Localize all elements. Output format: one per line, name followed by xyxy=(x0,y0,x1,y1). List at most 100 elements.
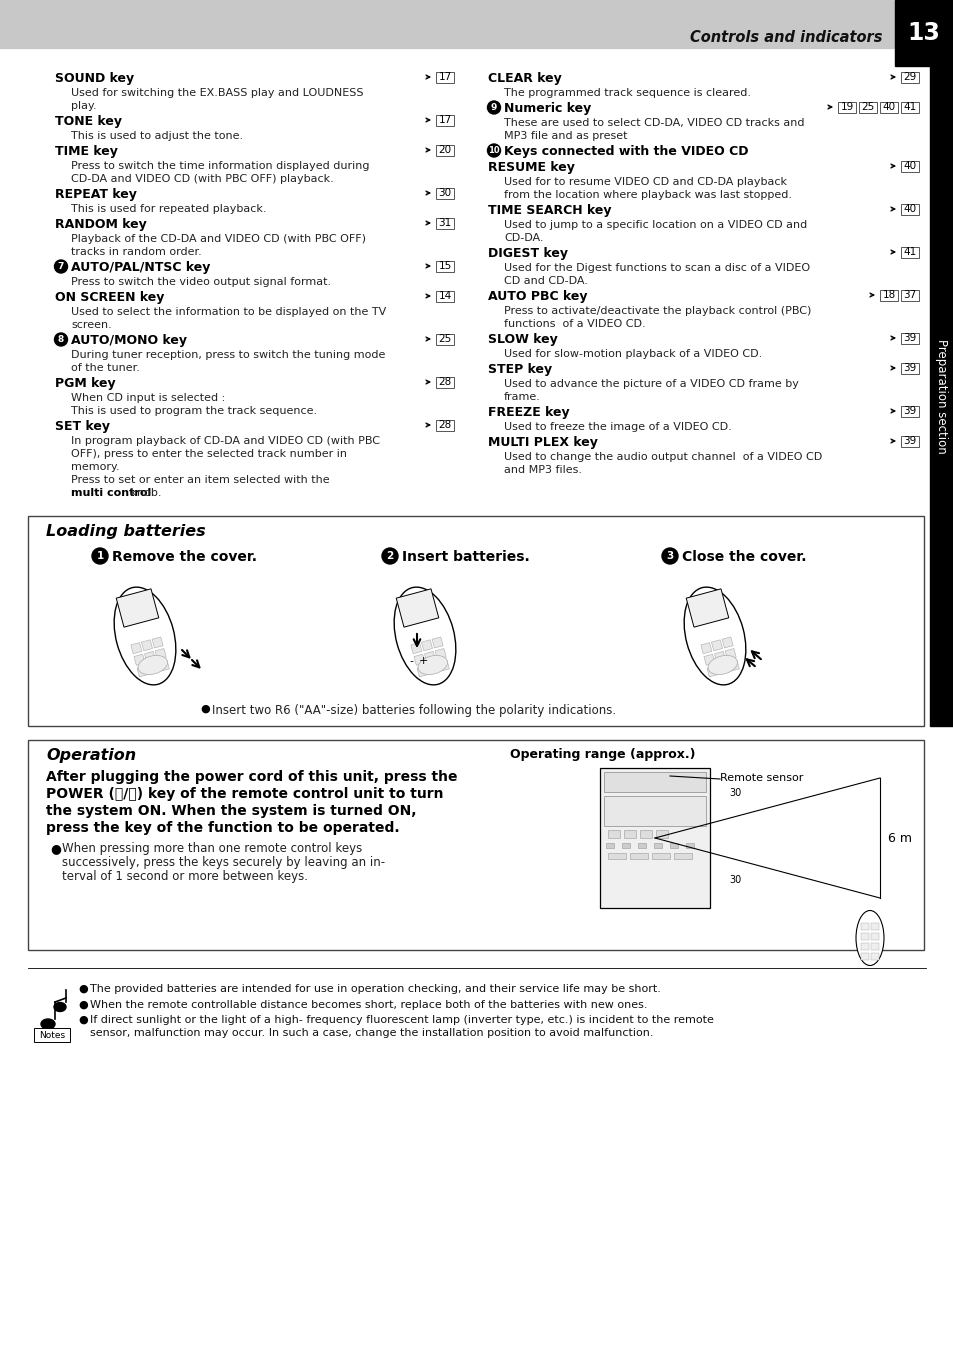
Text: Notes: Notes xyxy=(39,1030,65,1040)
FancyBboxPatch shape xyxy=(436,261,454,272)
FancyBboxPatch shape xyxy=(900,246,918,257)
Bar xyxy=(133,654,145,665)
FancyBboxPatch shape xyxy=(900,101,918,112)
Bar xyxy=(607,853,625,859)
Bar xyxy=(711,639,721,650)
FancyBboxPatch shape xyxy=(28,516,923,726)
Text: 17: 17 xyxy=(438,72,451,82)
Ellipse shape xyxy=(417,656,447,675)
Text: Used to change the audio output channel  of a VIDEO CD: Used to change the audio output channel … xyxy=(503,452,821,462)
Text: play.: play. xyxy=(71,101,96,111)
Text: ●: ● xyxy=(200,704,210,714)
FancyBboxPatch shape xyxy=(685,589,728,627)
Text: 17: 17 xyxy=(438,115,451,124)
Text: RESUME key: RESUME key xyxy=(488,161,575,174)
Bar xyxy=(894,0,953,66)
Text: and MP3 files.: and MP3 files. xyxy=(503,465,581,475)
Text: 31: 31 xyxy=(438,218,451,228)
Circle shape xyxy=(661,548,678,564)
Bar xyxy=(861,923,868,930)
Text: 3: 3 xyxy=(666,552,673,561)
Bar xyxy=(638,844,645,848)
Text: ●: ● xyxy=(78,999,88,1010)
Text: DIGEST key: DIGEST key xyxy=(488,247,567,260)
FancyBboxPatch shape xyxy=(395,589,438,627)
Bar xyxy=(152,637,163,648)
Ellipse shape xyxy=(855,910,883,965)
Text: 8: 8 xyxy=(58,335,64,343)
Ellipse shape xyxy=(41,1019,55,1029)
Text: After plugging the power cord of this unit, press the: After plugging the power cord of this un… xyxy=(46,771,457,784)
Text: the system ON. When the system is turned ON,: the system ON. When the system is turned… xyxy=(46,804,416,818)
Text: SET key: SET key xyxy=(55,420,110,433)
Ellipse shape xyxy=(54,1002,66,1011)
Circle shape xyxy=(54,260,68,273)
Bar xyxy=(427,662,438,675)
Text: 41: 41 xyxy=(902,247,916,257)
Text: This is used for repeated playback.: This is used for repeated playback. xyxy=(71,204,266,214)
Bar xyxy=(669,844,678,848)
Text: 9: 9 xyxy=(490,103,497,112)
Bar xyxy=(861,953,868,960)
Text: ●: ● xyxy=(78,984,88,994)
FancyBboxPatch shape xyxy=(436,145,454,155)
Text: AUTO/PAL/NTSC key: AUTO/PAL/NTSC key xyxy=(71,261,211,274)
Text: 29: 29 xyxy=(902,72,916,82)
Bar xyxy=(131,642,142,653)
Text: tracks in random order.: tracks in random order. xyxy=(71,247,201,257)
Bar xyxy=(424,652,436,662)
FancyBboxPatch shape xyxy=(436,188,454,199)
FancyBboxPatch shape xyxy=(900,362,918,373)
Bar xyxy=(870,942,878,950)
Circle shape xyxy=(91,548,108,564)
Text: TONE key: TONE key xyxy=(55,115,122,128)
Bar xyxy=(629,853,647,859)
Text: terval of 1 second or more between keys.: terval of 1 second or more between keys. xyxy=(62,869,308,883)
Bar xyxy=(145,652,155,662)
Text: MULTI PLEX key: MULTI PLEX key xyxy=(488,435,598,449)
Text: The programmed track sequence is cleared.: The programmed track sequence is cleared… xyxy=(503,88,750,97)
Bar xyxy=(870,953,878,960)
FancyBboxPatch shape xyxy=(116,589,158,627)
Text: Press to switch the time information displayed during: Press to switch the time information dis… xyxy=(71,161,369,170)
Bar xyxy=(727,660,739,671)
Bar xyxy=(651,853,669,859)
Text: Operation: Operation xyxy=(46,748,136,763)
Text: The provided batteries are intended for use in operation checking, and their ser: The provided batteries are intended for … xyxy=(90,984,660,994)
Text: When the remote controllable distance becomes short, replace both of the batteri: When the remote controllable distance be… xyxy=(90,999,647,1010)
Text: TIME SEARCH key: TIME SEARCH key xyxy=(488,204,611,218)
Text: 28: 28 xyxy=(438,377,451,387)
Ellipse shape xyxy=(707,656,737,675)
Text: 41: 41 xyxy=(902,101,916,112)
Bar xyxy=(0,0,953,49)
Text: POWER (⏽/⏹) key of the remote control unit to turn: POWER (⏽/⏹) key of the remote control un… xyxy=(46,787,443,800)
Text: ON SCREEN key: ON SCREEN key xyxy=(55,291,164,304)
Text: This is used to adjust the tone.: This is used to adjust the tone. xyxy=(71,131,243,141)
Text: Keys connected with the VIDEO CD: Keys connected with the VIDEO CD xyxy=(503,145,748,158)
Text: In program playback of CD-DA and VIDEO CD (with PBC: In program playback of CD-DA and VIDEO C… xyxy=(71,435,379,446)
Text: 25: 25 xyxy=(861,101,874,112)
FancyBboxPatch shape xyxy=(436,218,454,228)
Text: 39: 39 xyxy=(902,435,916,446)
Text: STEP key: STEP key xyxy=(488,362,552,376)
Text: Press to switch the video output signal format.: Press to switch the video output signal … xyxy=(71,277,331,287)
Text: 20: 20 xyxy=(438,145,451,155)
Text: RANDOM key: RANDOM key xyxy=(55,218,147,231)
Ellipse shape xyxy=(683,587,745,685)
Text: During tuner reception, press to switch the tuning mode: During tuner reception, press to switch … xyxy=(71,350,385,360)
FancyBboxPatch shape xyxy=(879,289,897,300)
FancyBboxPatch shape xyxy=(436,291,454,301)
Text: multi control: multi control xyxy=(71,488,152,498)
Text: PGM key: PGM key xyxy=(55,377,115,389)
Bar xyxy=(155,649,166,660)
Text: Remote sensor: Remote sensor xyxy=(720,773,802,783)
Text: If direct sunlight or the light of a high- frequency fluorescent lamp (inverter : If direct sunlight or the light of a hig… xyxy=(90,1015,713,1025)
Text: from the location where playback was last stopped.: from the location where playback was las… xyxy=(503,191,791,200)
Bar xyxy=(605,844,614,848)
Text: AUTO/MONO key: AUTO/MONO key xyxy=(71,334,187,347)
FancyBboxPatch shape xyxy=(34,1028,70,1042)
Text: Used for the Digest functions to scan a disc of a VIDEO: Used for the Digest functions to scan a … xyxy=(503,264,809,273)
Text: 15: 15 xyxy=(438,261,451,270)
Bar xyxy=(929,66,953,726)
Text: CD-DA.: CD-DA. xyxy=(503,233,543,243)
